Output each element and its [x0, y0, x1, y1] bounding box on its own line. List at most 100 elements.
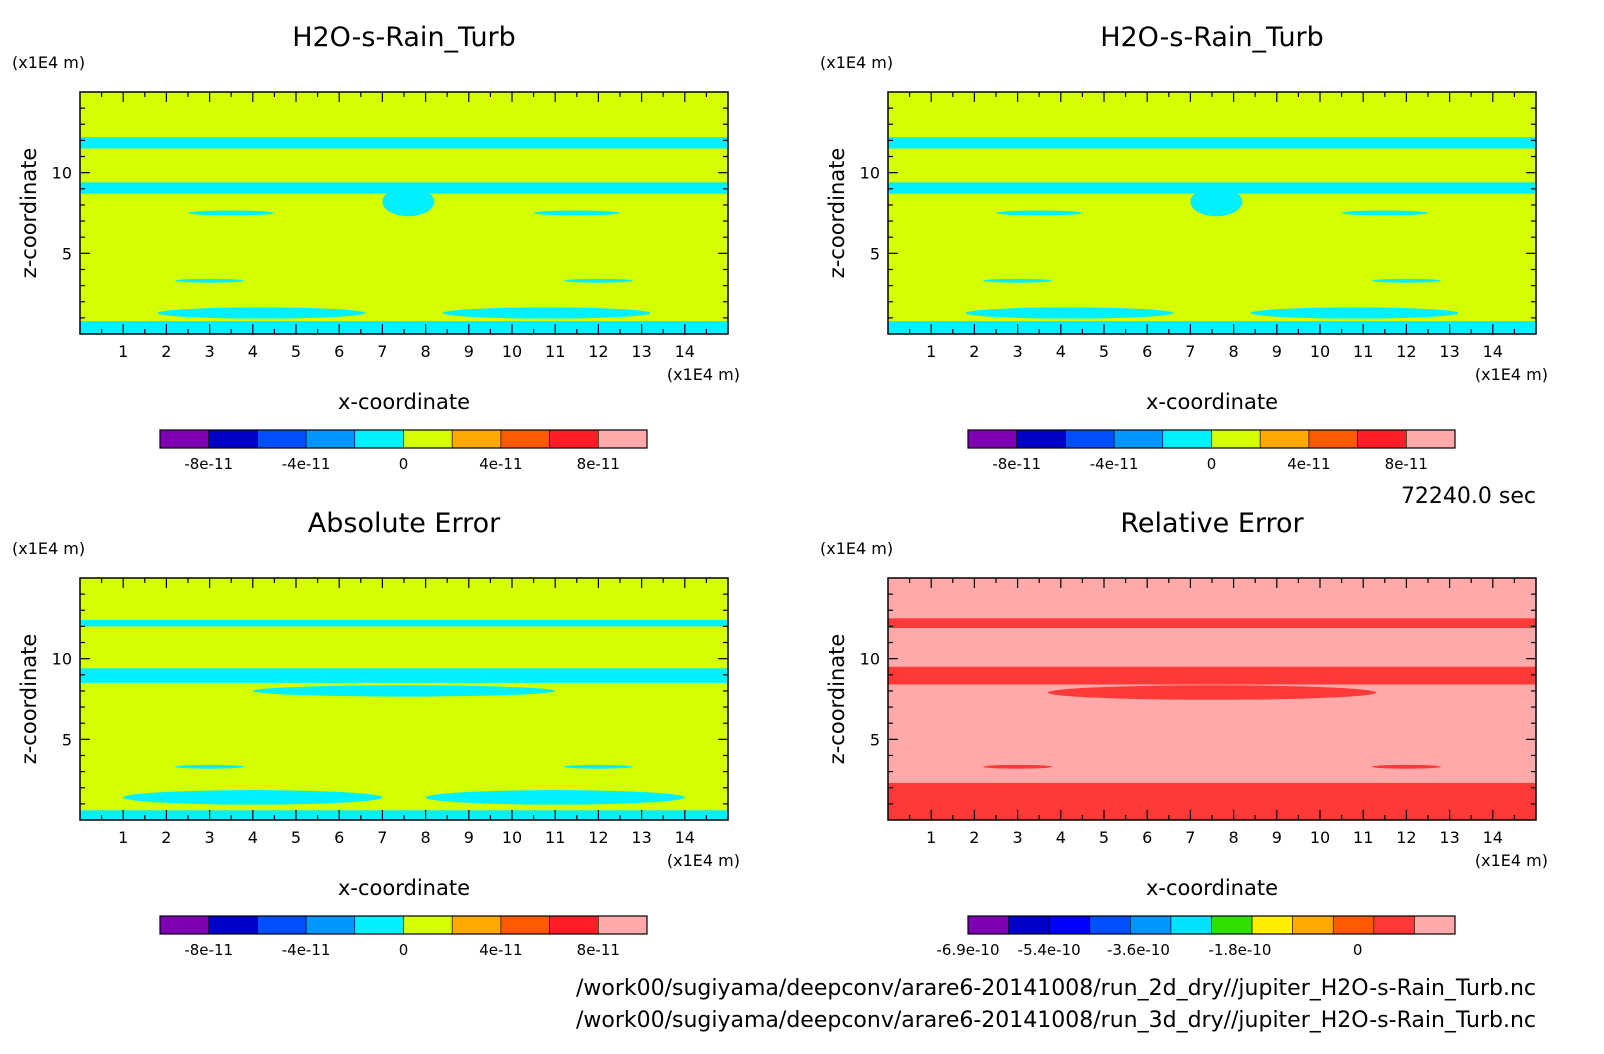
colorbar-swatch: [1406, 429, 1456, 449]
colorbar-label: 0: [1207, 455, 1217, 473]
field-blob-4: [188, 210, 275, 216]
x-tick-label: 9: [464, 342, 474, 361]
x-axis-label: x-coordinate: [338, 390, 470, 414]
x-tick-label: 7: [377, 828, 387, 847]
panel-title: Absolute Error: [308, 508, 501, 539]
colorbar-label: -6.9e-10: [937, 941, 1000, 959]
colorbar-label: 8e-11: [1385, 455, 1428, 473]
x-tick-label: 13: [1439, 342, 1459, 361]
colorbar-label: 8e-11: [577, 455, 620, 473]
x-tick-label: 5: [291, 828, 301, 847]
x-axis-label: x-coordinate: [1146, 876, 1278, 900]
colorbar-frame: [159, 915, 648, 935]
x-tick-label: 11: [545, 342, 565, 361]
colorbar-swatch: [1332, 915, 1375, 935]
panel-title: H2O-s-Rain_Turb: [292, 22, 516, 53]
colorbar-swatch: [451, 429, 502, 449]
field-band-7: [888, 782, 1536, 798]
colorbar-label: 8e-11: [577, 941, 620, 959]
x-tick-label: 12: [588, 342, 608, 361]
field-band-1: [888, 618, 1536, 629]
y-axis-label: z-coordinate: [17, 634, 41, 765]
x-tick-label: 11: [1353, 342, 1373, 361]
x-tick-label: 8: [1229, 828, 1239, 847]
field-blob-10: [442, 307, 651, 319]
x-unit-label: (x1E4 m): [1475, 365, 1548, 384]
colorbar-swatch: [257, 429, 307, 449]
colorbar-swatch: [1162, 429, 1212, 449]
y-unit-label: (x1E4 m): [12, 53, 85, 72]
colorbar-swatch: [549, 429, 599, 449]
colorbar-frame: [967, 429, 1456, 449]
field-band-8: [80, 321, 728, 334]
field-blob-5: [1341, 210, 1429, 216]
colorbar-swatch: [354, 915, 404, 935]
x-tick-label: 13: [1439, 828, 1459, 847]
colorbar-swatch: [1065, 429, 1115, 449]
colorbar-swatch: [403, 915, 453, 935]
x-tick-label: 6: [1142, 342, 1152, 361]
colorbar-label: -4e-11: [282, 455, 331, 473]
y-unit-label: (x1E4 m): [820, 53, 893, 72]
colorbar-swatch: [1089, 915, 1131, 935]
field-features: [888, 137, 1536, 334]
x-tick-label: 3: [1013, 828, 1023, 847]
colorbar-swatch: [1170, 915, 1212, 935]
colorbar-swatch: [159, 915, 210, 935]
x-tick-label: 2: [161, 342, 171, 361]
colorbar: -8e-11 -4e-11 0 4e-11 8e-11: [159, 915, 648, 959]
panel-2: 1 2 3 4 5 6 7 8 9 10 11 12 13 14510H2O-s-Rain_Turb(x1…: [820, 22, 1548, 473]
field-band-1: [80, 137, 728, 149]
colorbar-swatch: [1357, 429, 1407, 449]
colorbar-swatch: [305, 915, 356, 935]
footer-path: /work00/sugiyama/deepconv/arare6-2014100…: [576, 976, 1536, 1001]
y-tick-label: 5: [870, 244, 880, 263]
field-blob-4: [995, 210, 1083, 216]
x-tick-label: 10: [502, 342, 522, 361]
colorbar-label: -4e-11: [1090, 455, 1139, 473]
colorbar-swatch: [305, 429, 356, 449]
y-tick-label: 5: [62, 244, 72, 263]
x-tick-label: 8: [421, 828, 431, 847]
colorbar-swatch: [1414, 915, 1456, 935]
x-axis-label: x-coordinate: [338, 876, 470, 900]
colorbar-frame: [159, 429, 648, 449]
field-background: [80, 578, 728, 820]
x-tick-label: 4: [1056, 828, 1066, 847]
x-tick-label: 10: [1310, 828, 1330, 847]
field-blob-3: [382, 187, 435, 217]
x-tick-label: 6: [334, 342, 344, 361]
x-tick-label: 12: [588, 828, 608, 847]
x-tick-label: 11: [1353, 828, 1373, 847]
x-unit-label: (x1E4 m): [1475, 851, 1548, 870]
x-tick-label: 14: [675, 828, 695, 847]
x-tick-label: 7: [1185, 828, 1195, 847]
colorbar-swatch: [967, 915, 1009, 935]
panel-title: Relative Error: [1120, 508, 1304, 539]
field-blob-3: [1190, 187, 1243, 217]
x-tick-label: 5: [1099, 342, 1109, 361]
x-tick-label: 10: [1310, 342, 1330, 361]
panel-title: H2O-s-Rain_Turb: [1100, 22, 1324, 53]
x-tick-label: 9: [1272, 342, 1282, 361]
colorbar-label: 0: [399, 455, 409, 473]
y-tick-label: 5: [62, 730, 72, 749]
y-tick-label: 10: [860, 164, 880, 183]
colorbar-swatch: [597, 915, 648, 935]
field-blob-4: [175, 764, 245, 769]
x-tick-label: 9: [464, 828, 474, 847]
colorbar-swatch: [1211, 429, 1261, 449]
colorbar-swatch: [967, 429, 1018, 449]
field-blob-5: [1371, 764, 1441, 769]
colorbar-frame: [967, 915, 1456, 935]
colorbar-label: -5.4e-10: [1018, 941, 1081, 959]
colorbar-label: 0: [1353, 941, 1363, 959]
x-tick-label: 7: [377, 342, 387, 361]
y-axis-label: z-coordinate: [825, 634, 849, 765]
colorbar: -8e-11 -4e-11 0 4e-11 8e-11: [967, 429, 1456, 473]
x-tick-label: 9: [1272, 828, 1282, 847]
colorbar-label: 4e-11: [479, 941, 522, 959]
field-band-2: [888, 666, 1536, 685]
footer-path: /work00/sugiyama/deepconv/arare6-2014100…: [576, 1008, 1536, 1033]
y-axis-label: z-coordinate: [825, 148, 849, 279]
